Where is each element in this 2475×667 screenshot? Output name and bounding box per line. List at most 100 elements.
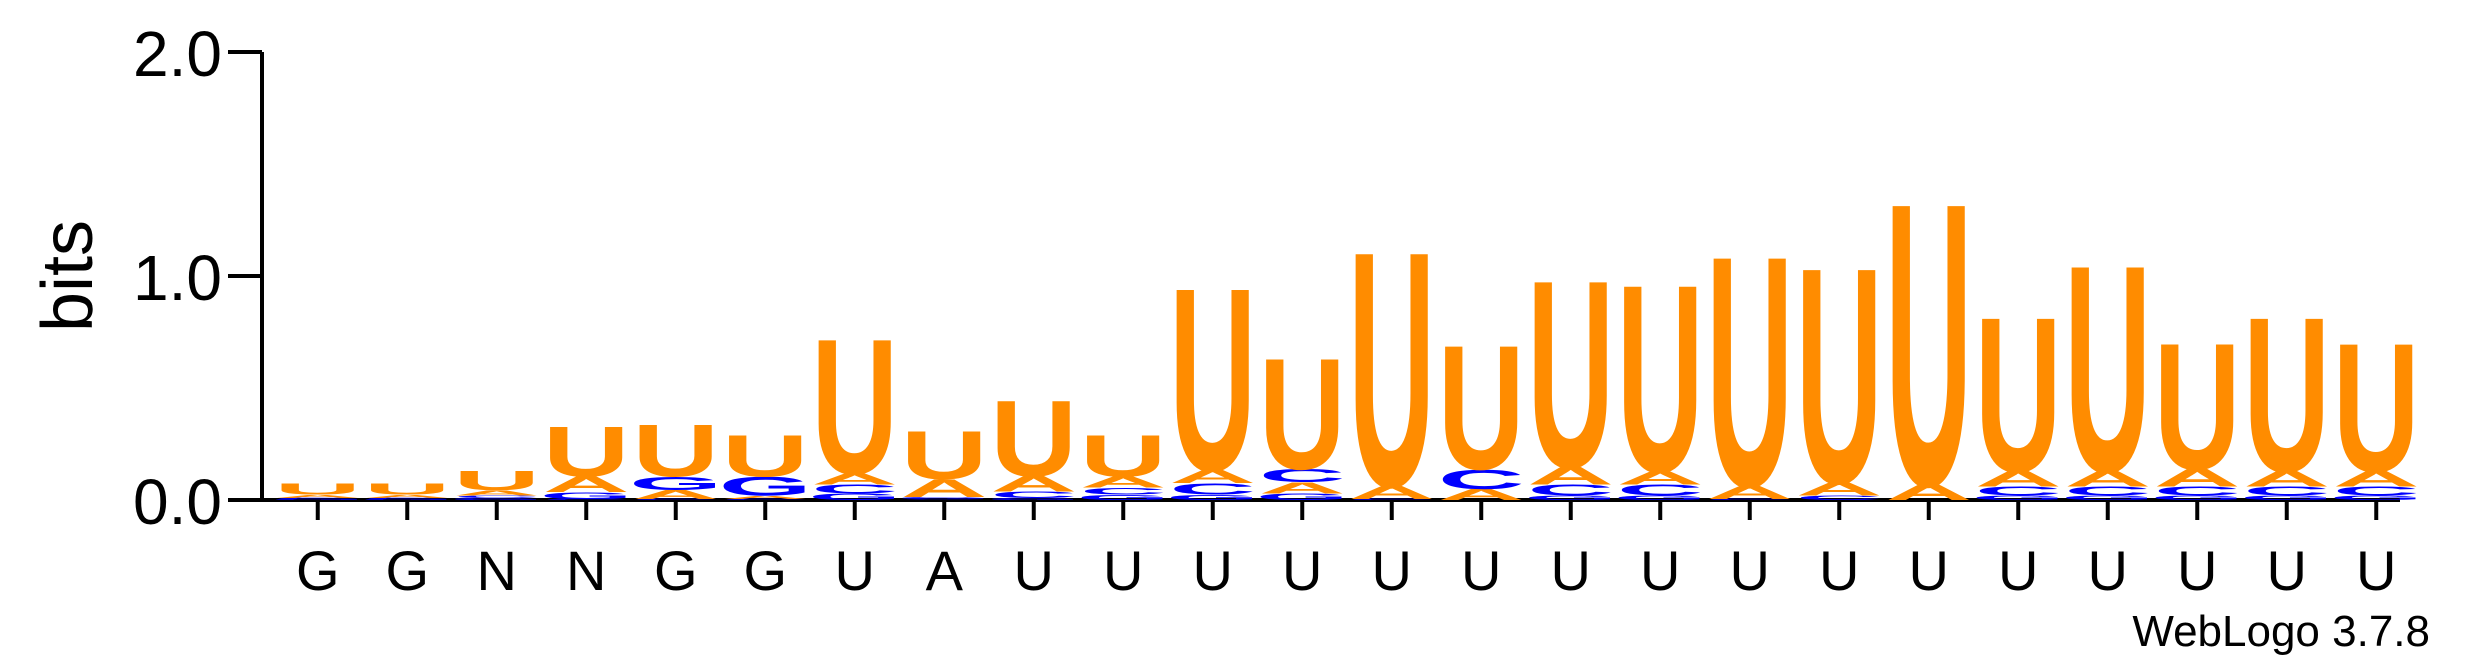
x-tick-label: U [1372,539,1412,602]
logo-letter-G: G [1524,494,1617,501]
logo-letter-A: A [1617,468,1704,489]
logo-column: CAU [1796,203,1883,548]
logo-letter-C: C [543,499,630,501]
logo-letter-G: G [719,472,812,502]
logo-column: AU [1885,120,1972,571]
x-tick-label: U [835,539,875,602]
logo-letter-U: U [722,423,809,489]
logo-letter-A: A [2333,467,2420,491]
logo-letter-A: A [2243,467,2330,491]
logo-column: CAU [1348,183,1435,557]
logo-letter-U: U [2154,306,2241,507]
logo-letter-U: U [1259,325,1346,502]
logo-letter-A: A [2064,467,2151,491]
logo-letter-G: G [1166,493,1259,502]
logo-letter-U: U [1080,423,1167,489]
logo-letter-A: A [1527,462,1614,490]
logo-letter-A: A [1438,486,1525,503]
logo-letter-C: C [1527,482,1614,499]
logo-letter-G: G [898,496,991,499]
logo-letter-G: G [2240,494,2333,501]
logo-letter-C: C [2064,484,2151,498]
logo-letter-C: C [811,482,898,496]
logo-letter-G: G [629,473,722,494]
logo-letter-C: C [990,490,1077,500]
logo-letter-C: C [1617,482,1704,499]
logo-letter-C: C [901,499,988,500]
logo-letter-C: C [453,495,540,499]
x-tick-label: U [2177,539,2217,602]
logo-letter-G: G [1256,492,1349,502]
x-tick-label: A [926,539,964,602]
logo-letter-U: U [1527,224,1614,523]
logo-letter-A: A [453,489,540,498]
logo-letter-A: A [2154,464,2241,492]
logo-letter-C: C [1080,486,1167,496]
logo-letter-U: U [632,410,719,493]
y-axis: bits [28,52,2400,502]
logo-letter-U: U [1885,120,1972,571]
logo-column: CAU [1706,186,1793,555]
logo-letter-U: U [1617,228,1704,527]
logo-letter-G: G [450,498,543,501]
x-tick-label: U [1551,539,1591,602]
logo-letter-A: A [901,475,988,503]
x-tick-label: U [1103,539,1143,602]
logo-letter-C: C [1796,494,1883,501]
logo-letter-G: G [2151,494,2244,501]
x-tick-label: U [1998,539,2038,602]
y-ticks: 0.0 1.0 2.0 [133,18,262,538]
logo-letter-A: A [1706,482,1793,503]
logo-letter-G: G [1972,494,2065,501]
logo-letter-C: C [1169,481,1256,498]
logo-letter-C: C [1348,499,1435,501]
logo-letter-A: A [990,472,1077,496]
logo-letter-C: C [364,497,451,499]
logo-letter-C: C [722,499,809,501]
logo-letter-G: G [271,499,364,501]
logo-letter-C: C [274,497,361,499]
logo-letter-U: U [1796,203,1883,548]
x-tick-label: U [1819,539,1859,602]
x-tick-label: U [2267,539,2307,602]
logo-letter-C: C [2154,484,2241,498]
logo-letter-U: U [2243,271,2330,518]
logo-letter-U: U [901,417,988,493]
logo-letter-G: G [2330,494,2423,501]
logo-letter-U: U [2064,204,2151,534]
x-tick-label: G [296,539,340,602]
logo-letter-G: G [1614,494,1707,501]
logo-letter-U: U [274,481,361,498]
logo-letter-C: C [1259,465,1346,486]
logo-letter-U: U [364,481,451,498]
x-tick-label: U [1014,539,1054,602]
logo-letter-C: C [1438,464,1525,495]
logo-letter-G: G [808,492,901,502]
logo-letter-A: A [1259,479,1346,496]
logo-letter-A: A [1348,482,1435,503]
x-tick-label: U [1461,539,1501,602]
logo-letter-A: A [1796,479,1883,500]
logo-column: ACU [1438,309,1525,507]
logo-letter-A: A [1169,466,1256,487]
x-tick-label: G [385,539,429,602]
x-tick-label: G [743,539,787,602]
